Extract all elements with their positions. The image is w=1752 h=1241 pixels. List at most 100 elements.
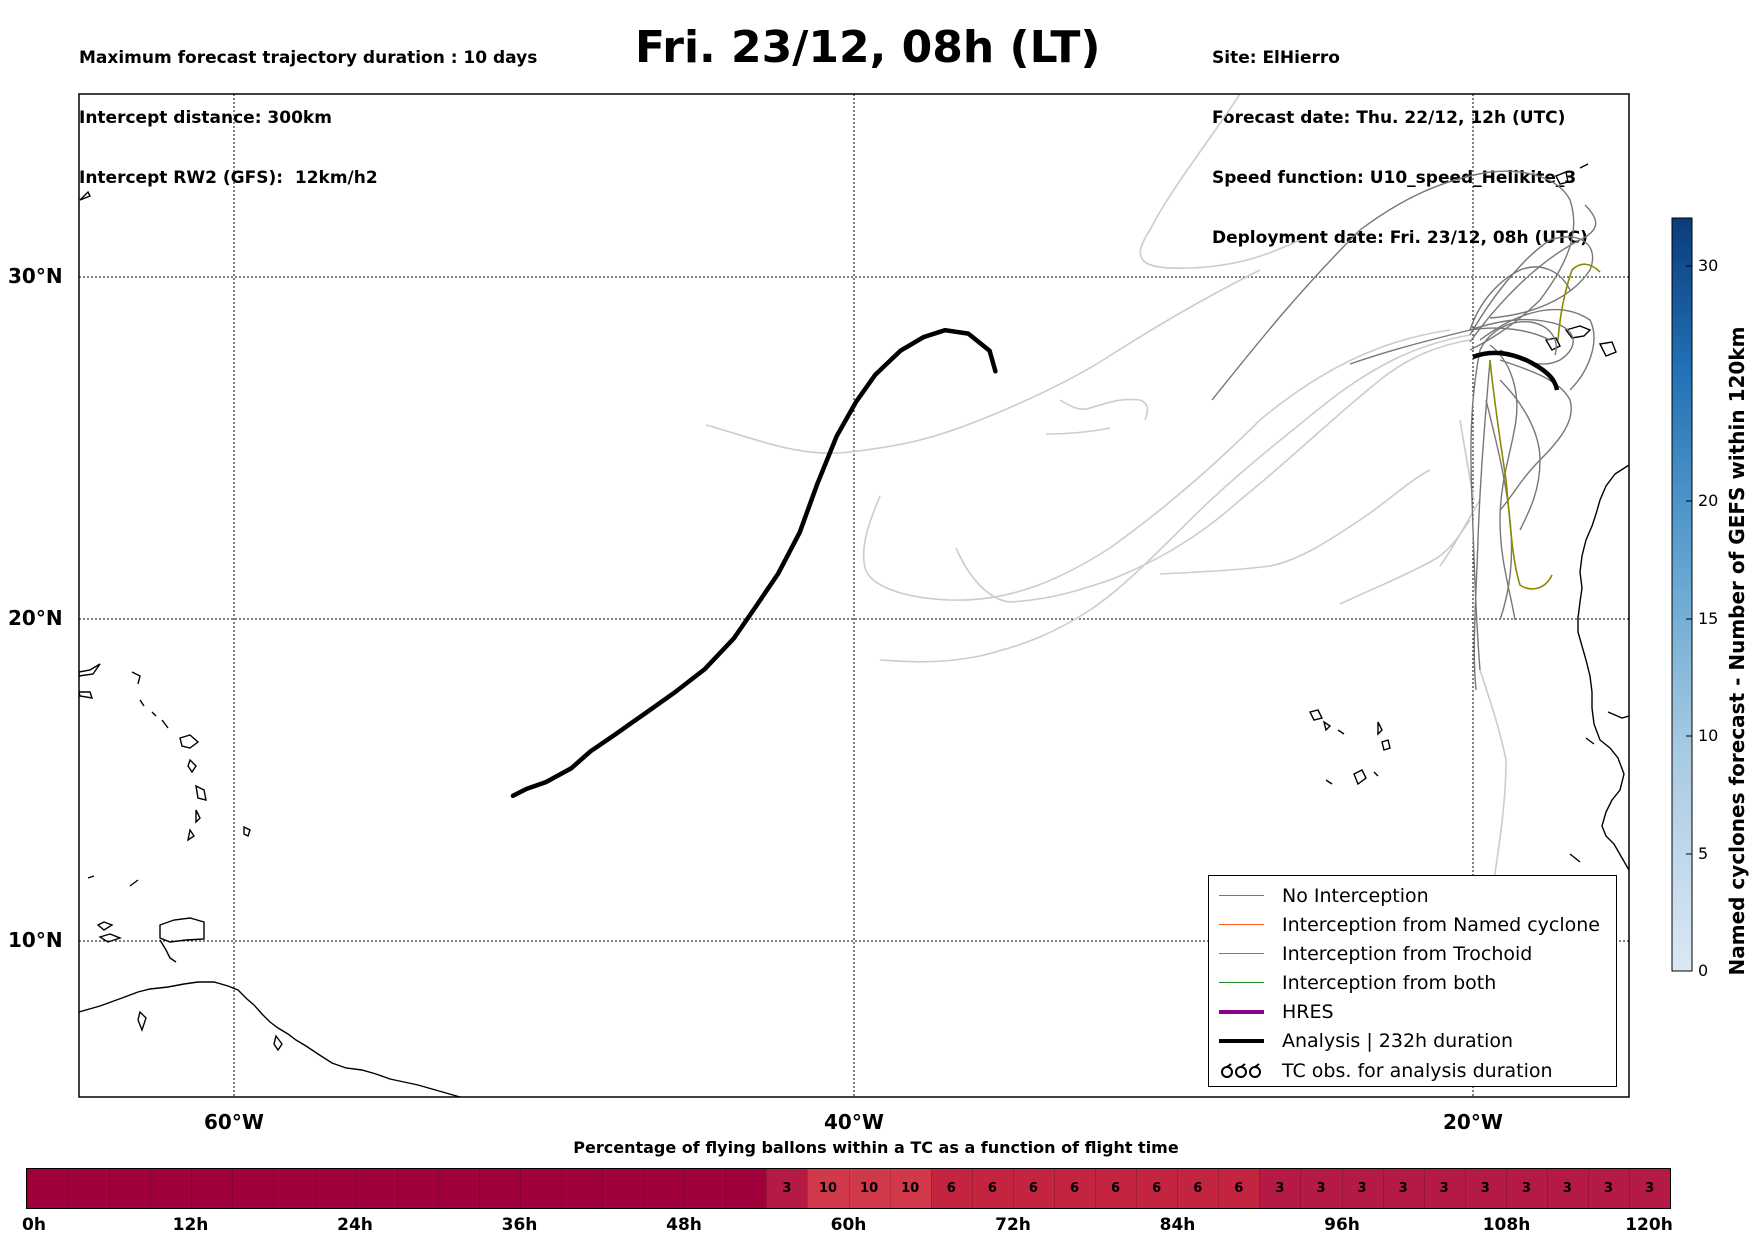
timebar-cell: 3: [1341, 1169, 1383, 1208]
header-right-info: Site: ElHierro Forecast date: Thu. 22/12…: [1212, 8, 1588, 268]
legend-label: Interception from both: [1282, 971, 1497, 994]
timebar-cell: 6: [1136, 1169, 1178, 1208]
map-frame: [78, 93, 1630, 1098]
timebar-time-label: 12h: [172, 1215, 209, 1235]
timebar-cell: [355, 1169, 397, 1208]
timebar-cell: [602, 1169, 644, 1208]
timebar-cell: [191, 1169, 233, 1208]
header-left-line: Intercept distance: 300km: [79, 108, 332, 128]
timebar-cell: 6: [1218, 1169, 1260, 1208]
analysis-track-loop: [1472, 350, 1560, 391]
legend-item: Interception from Trochoid: [1219, 939, 1532, 968]
header-right-line: Forecast date: Thu. 22/12, 12h (UTC): [1212, 108, 1566, 128]
tc-symbol-icon: [1221, 1062, 1261, 1078]
ensemble-trajectories-light: [705, 94, 1507, 961]
legend-item: TC obs. for analysis duration: [1219, 1056, 1553, 1085]
timebar-cell: [561, 1169, 603, 1208]
timebar-time-label: 84h: [1159, 1215, 1196, 1235]
timebar-cell: [684, 1169, 726, 1208]
lat-label: 20°N: [8, 606, 63, 630]
legend-label: Interception from Named cyclone: [1282, 913, 1600, 936]
timebar-time-label: 48h: [666, 1215, 702, 1235]
colorbar-tick-label: 30: [1698, 256, 1719, 275]
legend-label: Analysis | 232h duration: [1282, 1029, 1514, 1052]
coastlines: [79, 163, 1629, 1097]
timebar-cell: [314, 1169, 356, 1208]
timebar-title: Percentage of flying ballons within a TC…: [573, 1138, 1179, 1157]
lon-label: 20°W: [1443, 1110, 1503, 1134]
header-left-line: Intercept RW2 (GFS): 12km/h2: [79, 168, 378, 188]
timebar-cell: 6: [930, 1169, 972, 1208]
legend-item: Interception from both: [1219, 968, 1496, 997]
timebar-cell: [437, 1169, 479, 1208]
legend-label: TC obs. for analysis duration: [1282, 1059, 1553, 1082]
legend-swatch: [1219, 982, 1264, 983]
timebar-cell: 3: [1259, 1169, 1301, 1208]
header-right-line: Speed function: U10_speed_Helikite_3: [1212, 168, 1577, 188]
timebar-time-label: 108h: [1482, 1215, 1531, 1235]
legend-item: No Interception: [1219, 881, 1429, 910]
timebar-cell: [27, 1169, 69, 1208]
timebar-cell: 10: [848, 1169, 890, 1208]
timebar-cell: 3: [1464, 1169, 1506, 1208]
timebar-cell: [519, 1169, 562, 1208]
timebar-cell: [643, 1169, 685, 1208]
trochoid-trajectories: [1489, 263, 1601, 590]
colorbar-title: Named cyclones forecast - Number of GEFS…: [1725, 326, 1749, 976]
legend-item: Analysis | 232h duration: [1219, 1026, 1513, 1055]
timebar-cell: 10: [807, 1169, 849, 1208]
timebar-time-label: 0h: [22, 1215, 46, 1235]
gridlines: [79, 94, 1629, 1097]
legend-label: No Interception: [1282, 884, 1429, 907]
timebar-cell: [725, 1169, 767, 1208]
timebar-cell: 3: [1505, 1169, 1547, 1208]
legend-item: HRES: [1219, 997, 1334, 1026]
analysis-track: [510, 327, 998, 799]
timebar-cell: [478, 1169, 520, 1208]
timebar-cell: 3: [1300, 1169, 1342, 1208]
legend-swatch: [1219, 953, 1264, 954]
colorbar-tick-label: 10: [1698, 726, 1719, 745]
timebar-cell: 6: [971, 1169, 1013, 1208]
colorbar-ticks: [1686, 265, 1692, 972]
colorbar-tick-label: 5: [1698, 844, 1709, 863]
legend-swatch: [1219, 924, 1264, 925]
colorbar: [1671, 217, 1693, 972]
timebar-cell: 6: [1177, 1169, 1219, 1208]
lon-label: 60°W: [204, 1110, 264, 1134]
timebar-cell: 6: [1053, 1169, 1096, 1208]
timebar-cell: 3: [766, 1169, 808, 1208]
lat-label: 10°N: [8, 928, 63, 952]
timebar-time-label: 60h: [830, 1215, 867, 1235]
timebar-cell: 3: [1546, 1169, 1588, 1208]
timebar-cell: [109, 1169, 151, 1208]
header-left-info: Maximum forecast trajectory duration : 1…: [79, 8, 537, 208]
legend-label: Interception from Trochoid: [1282, 942, 1533, 965]
header-right-line: Deployment date: Fri. 23/12, 08h (UTC): [1212, 228, 1588, 248]
timebar-time-label: 24h: [337, 1215, 373, 1235]
timebar-cell: [273, 1169, 315, 1208]
timebar-cell: 6: [1012, 1169, 1054, 1208]
lat-label: 30°N: [8, 264, 63, 288]
timebar-cell: [68, 1169, 110, 1208]
timebar-cell: [150, 1169, 192, 1208]
timebar-cell: 3: [1587, 1169, 1630, 1208]
timebar-cell: [232, 1169, 274, 1208]
timebar-cell: 3: [1382, 1169, 1424, 1208]
colorbar-tick-label: 0: [1698, 961, 1709, 980]
timebar-cell: 6: [1095, 1169, 1137, 1208]
colorbar-tick-label: 15: [1698, 609, 1719, 628]
timebar-time-label: 36h: [501, 1215, 538, 1235]
page-title: Fri. 23/12, 08h (LT): [635, 22, 1101, 73]
header-right-line: Site: ElHierro: [1212, 48, 1340, 68]
timebar-cell: 3: [1423, 1169, 1465, 1208]
timebar-time-label: 96h: [1324, 1215, 1360, 1235]
lon-label: 40°W: [824, 1110, 884, 1134]
timebar-time-label: 120h: [1625, 1215, 1673, 1235]
legend-label: HRES: [1282, 1000, 1334, 1023]
no-interception-trajectories: [1211, 170, 1597, 691]
legend-swatch: [1219, 1009, 1264, 1014]
legend-swatch: [1219, 1038, 1264, 1043]
timebar-cell: [396, 1169, 438, 1208]
